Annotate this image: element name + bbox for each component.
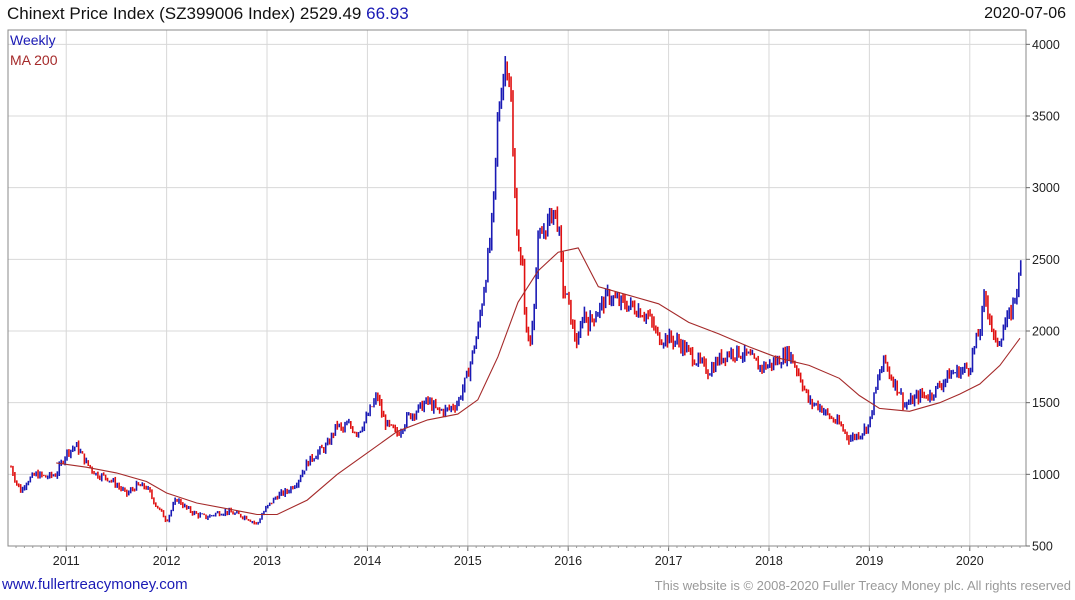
y-tick-label: 2000 <box>1032 325 1060 339</box>
website-link[interactable]: www.fullertreacymoney.com <box>2 576 188 593</box>
legend-ma-200: MA 200 <box>10 52 58 68</box>
y-tick-label: 1500 <box>1032 396 1060 410</box>
y-tick-label: 2500 <box>1032 253 1060 267</box>
y-tick-label: 4000 <box>1032 38 1060 52</box>
x-tick-label: 2020 <box>956 554 984 568</box>
x-tick-label: 2016 <box>554 554 582 568</box>
x-tick-label: 2011 <box>53 554 80 568</box>
chart-title: Chinext Price Index (SZ399006 Index) 252… <box>7 4 409 24</box>
y-axis: 500 1000 1500 2000 2500 3000 3500 4000 <box>1026 38 1060 554</box>
y-tick-label: 3500 <box>1032 110 1060 124</box>
x-tick-label: 2012 <box>153 554 181 568</box>
x-tick-label: 2015 <box>454 554 482 568</box>
chart-date: 2020-07-06 <box>984 5 1066 22</box>
x-tick-label: 2018 <box>755 554 783 568</box>
price-change: 66.93 <box>366 4 409 23</box>
weekly-bars <box>10 56 1022 525</box>
x-tick-label: 2013 <box>253 554 281 568</box>
x-tick-label: 2017 <box>655 554 683 568</box>
title-text: Chinext Price Index (SZ399006 Index) 252… <box>7 4 362 23</box>
plot-frame <box>7 29 1027 547</box>
x-tick-label: 2019 <box>855 554 883 568</box>
y-tick-label: 500 <box>1032 540 1053 554</box>
ma-200-line <box>56 247 1021 516</box>
x-tick-label: 2014 <box>354 554 382 568</box>
plot-background <box>8 30 1026 546</box>
y-tick-label: 3000 <box>1032 181 1060 195</box>
legend-weekly: Weekly <box>10 32 56 48</box>
x-axis: 2011 2012 2013 2014 2015 2016 2017 2018 2019 2020 <box>15 546 1021 568</box>
y-tick-label: 1000 <box>1032 468 1060 482</box>
copyright-notice: This website is © 2008-2020 Fuller Treac… <box>654 578 1071 593</box>
